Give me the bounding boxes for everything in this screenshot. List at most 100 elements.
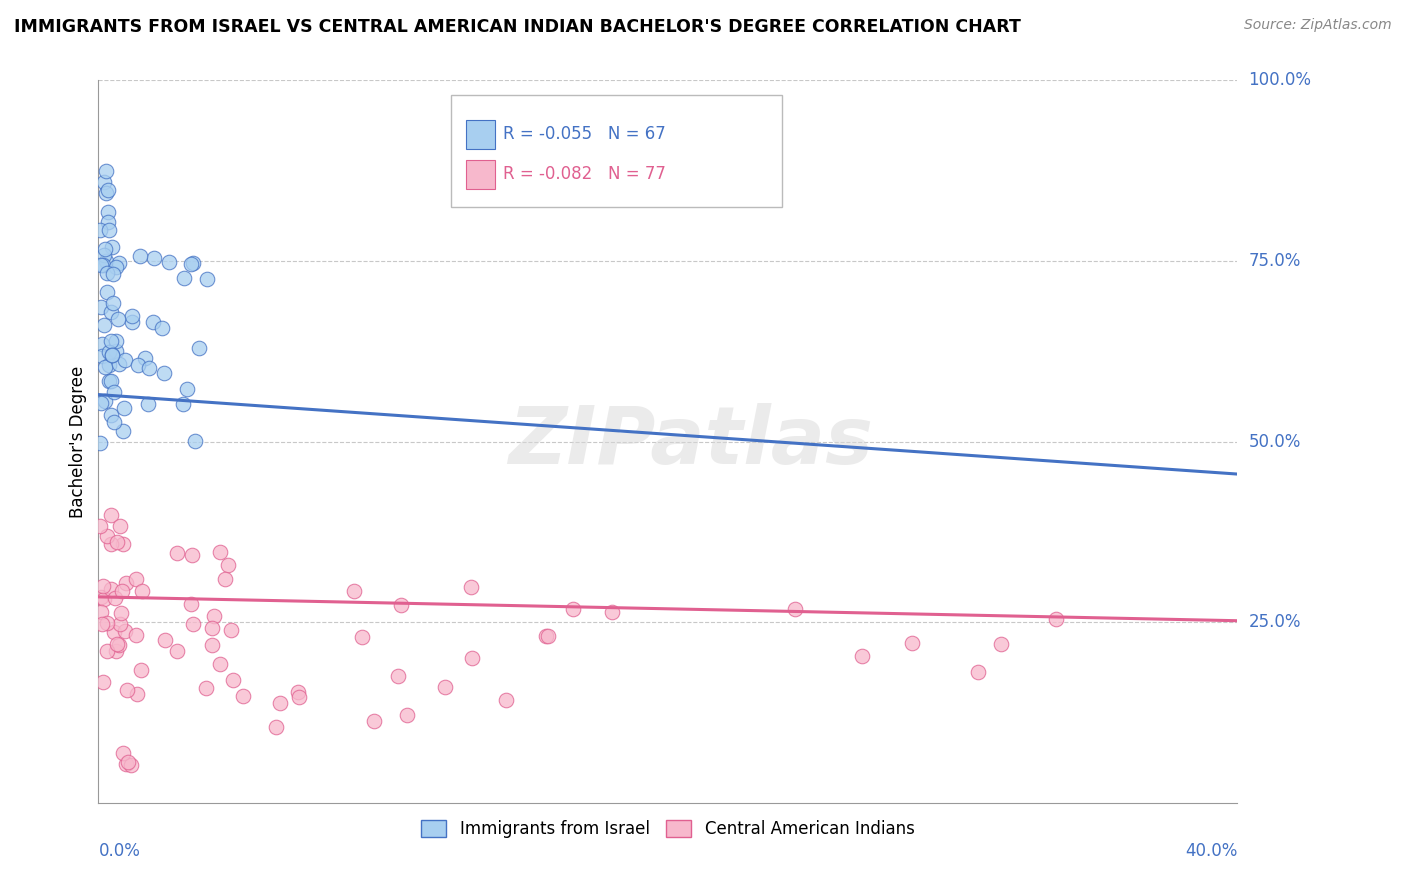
Point: [264, 720, 287, 734]
Point: [100, 348, 122, 362]
Point: [96, 253, 118, 268]
Point: [173, 271, 195, 285]
Point: [103, 385, 125, 400]
Point: [105, 638, 128, 652]
Point: [136, 397, 159, 411]
Point: [115, 682, 138, 697]
Point: [96, 616, 118, 631]
Point: [91, 579, 114, 593]
Point: [90, 396, 112, 410]
Point: [94, 164, 117, 178]
Point: [93, 591, 115, 606]
Point: [94, 242, 117, 256]
Point: [785, 601, 807, 615]
Point: [195, 681, 218, 695]
Point: [181, 617, 204, 632]
Point: [90, 349, 112, 363]
Point: [97, 183, 120, 197]
Point: [180, 257, 202, 271]
Point: [100, 334, 122, 348]
Point: [96, 644, 118, 658]
Point: [101, 295, 124, 310]
Legend: Immigrants from Israel, Central American Indians: Immigrants from Israel, Central American…: [415, 814, 921, 845]
Point: [495, 692, 517, 706]
Point: [91, 258, 114, 272]
Point: [96, 266, 118, 280]
Text: 50.0%: 50.0%: [1249, 433, 1301, 450]
Point: [93, 175, 115, 189]
Point: [112, 537, 135, 551]
Point: [104, 644, 127, 658]
Point: [114, 624, 136, 639]
Point: [105, 344, 128, 359]
Point: [97, 344, 120, 359]
Point: [269, 696, 291, 710]
Point: [155, 633, 177, 648]
Point: [201, 638, 224, 652]
Point: [97, 223, 120, 237]
Point: [195, 271, 218, 285]
Point: [460, 580, 482, 594]
Point: [111, 424, 134, 438]
Point: [100, 408, 122, 422]
Point: [214, 572, 236, 586]
Point: [900, 636, 922, 650]
Point: [176, 382, 198, 396]
Point: [562, 602, 585, 616]
Point: [600, 160, 623, 174]
Point: [363, 714, 385, 728]
Y-axis label: Bachelor's Degree: Bachelor's Degree: [69, 366, 87, 517]
Point: [108, 358, 131, 372]
Point: [129, 249, 152, 263]
Point: [93, 318, 115, 332]
Point: [209, 657, 232, 672]
Point: [125, 687, 148, 701]
Point: [350, 630, 373, 644]
Point: [101, 240, 124, 254]
Point: [90, 616, 112, 631]
Point: [100, 374, 122, 388]
Point: [120, 758, 142, 772]
Point: [101, 348, 124, 362]
Point: [395, 708, 418, 723]
Text: Source: ZipAtlas.com: Source: ZipAtlas.com: [1244, 18, 1392, 32]
Point: [94, 186, 117, 200]
FancyBboxPatch shape: [451, 95, 782, 207]
FancyBboxPatch shape: [467, 160, 495, 189]
Point: [138, 361, 160, 376]
Point: [91, 675, 114, 690]
Point: [232, 690, 254, 704]
Point: [90, 300, 112, 314]
Point: [96, 529, 118, 543]
Point: [536, 629, 558, 643]
Point: [114, 353, 136, 368]
Text: 75.0%: 75.0%: [1249, 252, 1301, 270]
Point: [166, 546, 188, 560]
Point: [1045, 612, 1067, 626]
Point: [288, 690, 311, 704]
Point: [343, 583, 366, 598]
Point: [202, 609, 225, 624]
Point: [221, 673, 243, 688]
Point: [166, 644, 188, 658]
Point: [184, 434, 207, 448]
Point: [219, 624, 242, 638]
Point: [100, 582, 122, 596]
Point: [142, 251, 165, 265]
Text: R = -0.082   N = 77: R = -0.082 N = 77: [503, 165, 665, 183]
Point: [287, 685, 309, 699]
Point: [217, 558, 239, 573]
Point: [94, 394, 117, 409]
Point: [108, 256, 131, 270]
Point: [129, 664, 152, 678]
Point: [89, 222, 111, 236]
Point: [103, 415, 125, 429]
Point: [105, 260, 128, 274]
Point: [107, 312, 129, 326]
Point: [121, 309, 143, 323]
Point: [111, 746, 134, 760]
Point: [125, 572, 148, 586]
Point: [967, 665, 990, 680]
Text: 100.0%: 100.0%: [1249, 71, 1312, 89]
Point: [115, 576, 138, 591]
